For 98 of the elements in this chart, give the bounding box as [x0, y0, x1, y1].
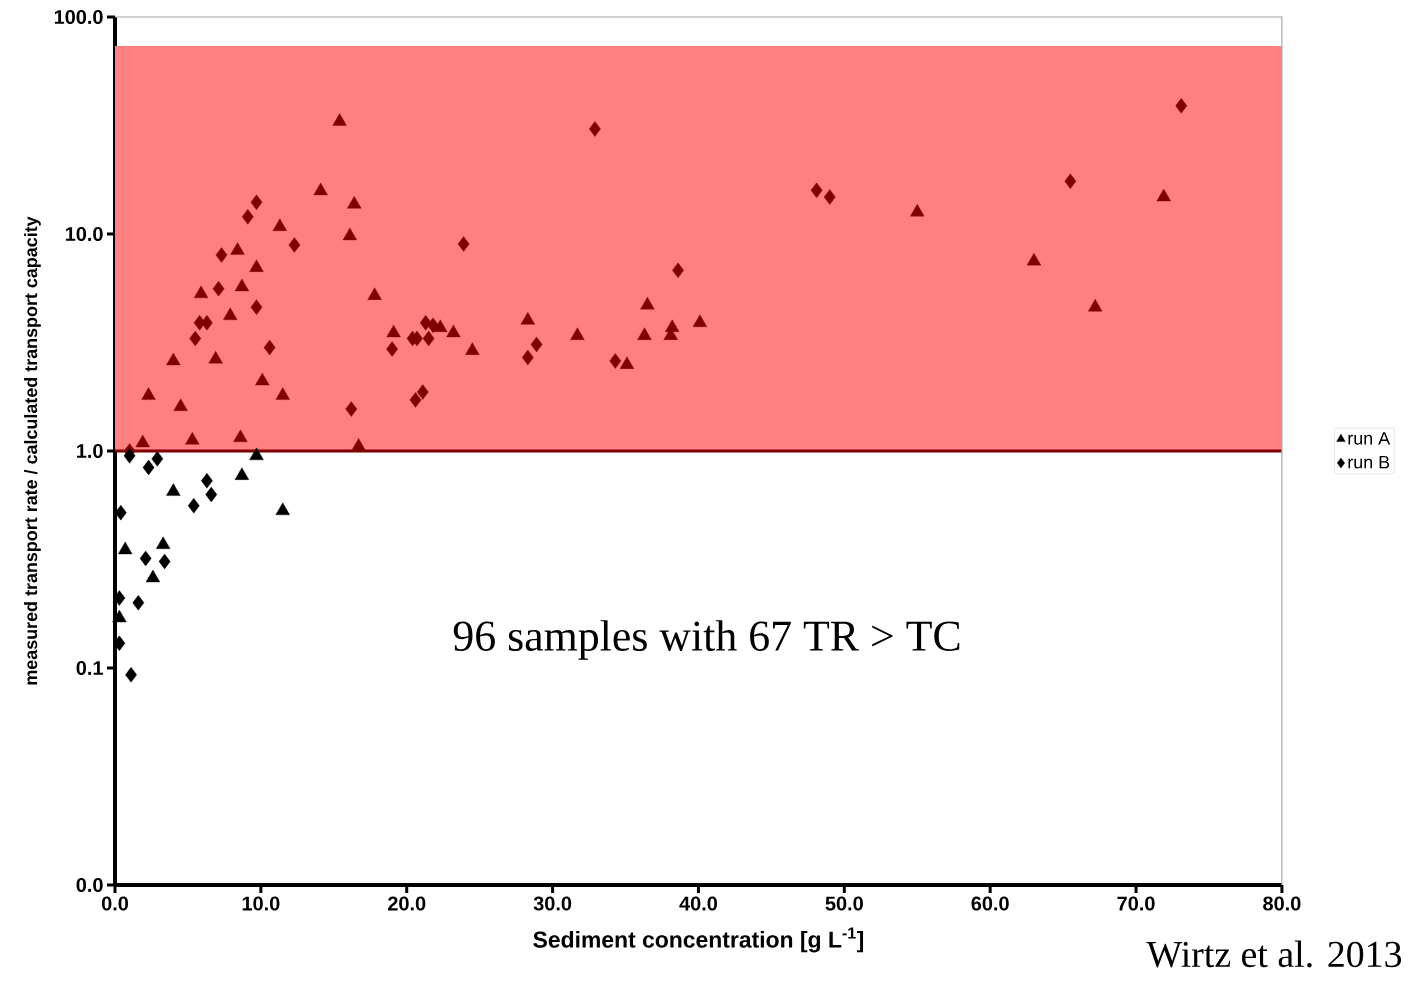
point	[345, 401, 358, 417]
legend-label: run B	[1348, 455, 1390, 469]
point	[185, 432, 200, 445]
point	[1026, 252, 1042, 266]
point	[189, 330, 202, 347]
y-tick-label: 100.0	[54, 9, 103, 25]
point	[386, 341, 398, 357]
x-tick-label: 70.0	[1117, 896, 1155, 911]
point	[589, 121, 601, 137]
point	[910, 204, 925, 217]
point	[112, 609, 127, 623]
point	[249, 447, 264, 461]
point	[570, 327, 585, 340]
point	[347, 196, 362, 209]
point	[810, 182, 823, 198]
point	[446, 324, 461, 338]
point	[234, 278, 250, 292]
point	[288, 237, 301, 253]
text: Wirtz et al. 2013	[1146, 940, 1402, 968]
point	[386, 324, 401, 338]
y-tick-label: 10.0	[65, 226, 103, 242]
point	[141, 387, 156, 400]
x-tick-label: 10.0	[242, 896, 280, 911]
point	[332, 113, 347, 126]
point	[1156, 188, 1171, 202]
point	[234, 467, 250, 480]
point	[201, 472, 213, 489]
point	[233, 429, 248, 443]
point	[367, 287, 382, 300]
point	[201, 315, 213, 331]
point	[205, 486, 218, 503]
x-tick-label: 20.0	[388, 896, 426, 911]
y-tick-label: 1.0	[77, 443, 103, 459]
point	[139, 550, 152, 567]
point	[250, 299, 263, 315]
point	[156, 536, 171, 549]
x-tick-label: 60.0	[971, 896, 1009, 911]
x-tick-label: 0.0	[101, 896, 129, 911]
x-axis-title: Sediment concentration [g L$^{-1}$]	[533, 927, 864, 953]
point	[416, 384, 429, 400]
point	[313, 182, 328, 196]
point	[145, 569, 161, 583]
point	[1175, 98, 1188, 114]
point	[263, 339, 276, 356]
point	[409, 392, 422, 408]
point	[208, 350, 223, 364]
point	[275, 502, 290, 516]
y-tick-label: 0.0	[76, 877, 103, 893]
point	[609, 353, 622, 369]
point	[250, 194, 263, 210]
point	[212, 280, 225, 297]
x-tick-label: 50.0	[825, 896, 863, 911]
point	[123, 448, 136, 464]
point	[135, 434, 150, 448]
point	[422, 330, 435, 347]
point	[530, 336, 543, 353]
point	[520, 312, 535, 325]
point	[637, 327, 652, 340]
point	[223, 307, 238, 320]
point	[619, 356, 635, 369]
x-tick-label: 80.0	[1263, 896, 1301, 911]
x-tick-label: 30.0	[533, 896, 572, 911]
annotation: 96 samples with 67 TR > TC	[453, 620, 960, 660]
point	[173, 398, 188, 411]
point	[427, 317, 439, 333]
point	[672, 262, 684, 279]
point	[272, 218, 287, 231]
point	[351, 438, 366, 451]
point	[465, 342, 480, 355]
point	[158, 553, 171, 570]
point	[255, 372, 270, 386]
point	[151, 451, 164, 467]
x-tick-label: 40.0	[679, 896, 718, 911]
point	[166, 483, 181, 496]
point	[132, 594, 145, 611]
point	[640, 296, 655, 310]
point	[521, 349, 534, 366]
point	[166, 352, 181, 366]
point	[125, 667, 137, 683]
point	[1088, 298, 1103, 312]
point	[692, 314, 708, 327]
y-tick-label: 0.1	[76, 660, 103, 676]
point	[115, 504, 127, 521]
point	[342, 227, 357, 241]
point	[275, 387, 290, 400]
point	[249, 259, 264, 272]
point	[142, 459, 155, 476]
y-axis-title: measured transport rate / calculated transport capacity	[24, 216, 41, 685]
point	[457, 236, 470, 252]
point	[1064, 173, 1077, 189]
point	[241, 209, 254, 225]
point	[823, 189, 836, 205]
point	[215, 247, 228, 263]
point	[187, 497, 200, 514]
legend-label: run A	[1348, 432, 1391, 445]
point	[230, 242, 245, 255]
point	[118, 541, 133, 555]
point	[193, 285, 209, 299]
